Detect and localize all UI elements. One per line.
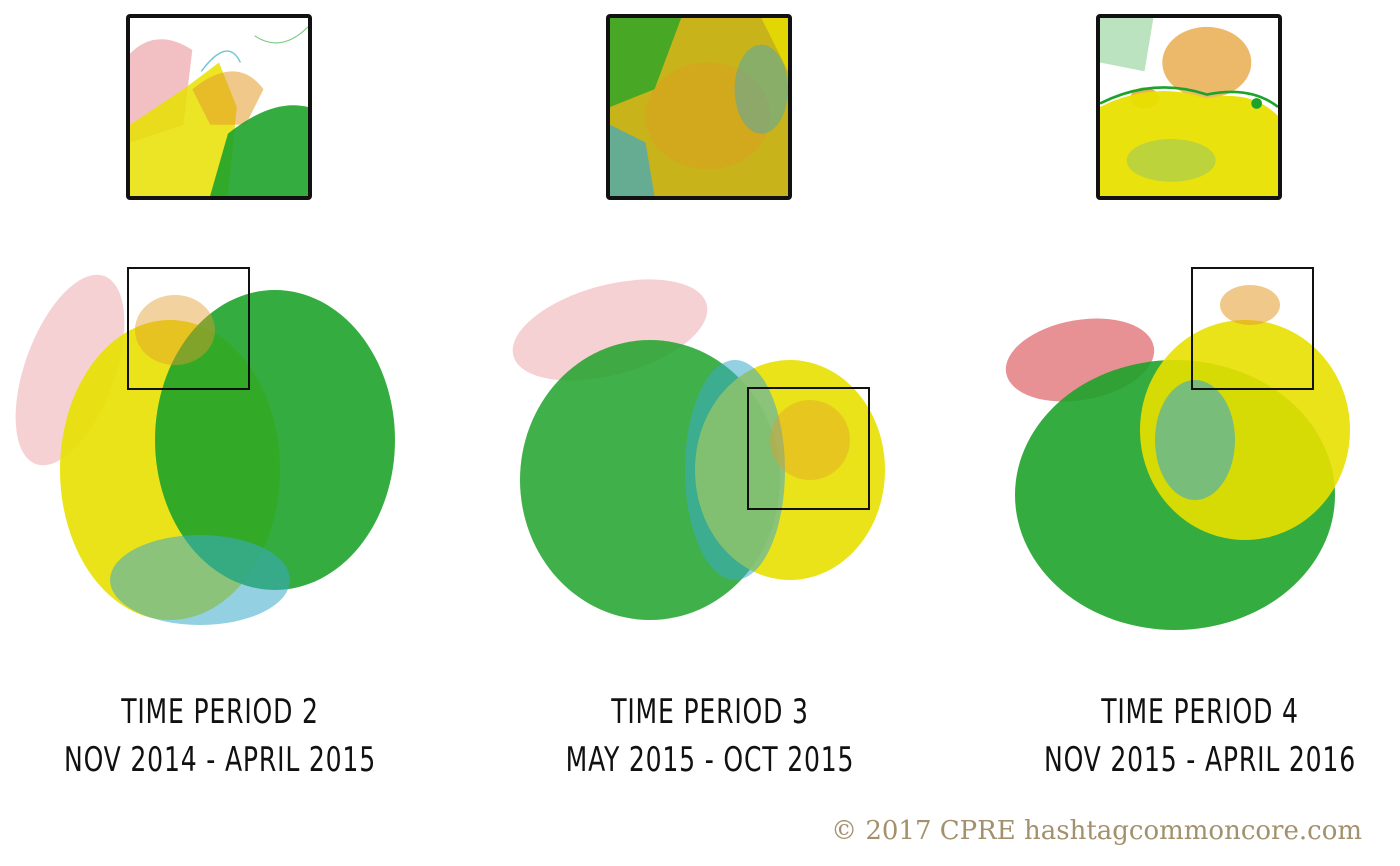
period-caption: TIME PERIOD 4 NOV 2015 - APRIL 2016	[1020, 688, 1381, 784]
copyright-notice: © 2017 CPRE hashtagcommoncore.com	[831, 816, 1362, 846]
period-dates: MAY 2015 - OCT 2015	[565, 740, 855, 780]
period-dates: NOV 2014 - APRIL 2015	[63, 740, 376, 780]
network-graph	[960, 240, 1400, 650]
inset-network-image	[610, 18, 788, 196]
zoom-inset	[1096, 14, 1282, 200]
panel-time-period-3: TIME PERIOD 3 MAY 2015 - OCT 2015	[480, 0, 940, 800]
network-graph	[500, 240, 940, 650]
network-graph-image	[1005, 267, 1350, 630]
network-graph-image	[15, 267, 395, 625]
period-title: TIME PERIOD 2	[121, 692, 319, 732]
inset-network-image	[130, 18, 308, 196]
zoom-region-box	[747, 387, 870, 510]
zoom-region-box	[127, 267, 250, 390]
zoom-region-box	[1191, 267, 1314, 390]
inset-network-image	[1100, 18, 1278, 196]
panel-time-period-2: TIME PERIOD 2 NOV 2014 - APRIL 2015	[0, 0, 440, 800]
zoom-inset	[126, 14, 312, 200]
network-graph	[0, 240, 440, 650]
network-graph-image	[512, 279, 885, 620]
period-title: TIME PERIOD 3	[611, 692, 809, 732]
period-caption: TIME PERIOD 2 NOV 2014 - APRIL 2015	[40, 688, 401, 784]
period-title: TIME PERIOD 4	[1101, 692, 1299, 732]
period-caption: TIME PERIOD 3 MAY 2015 - OCT 2015	[530, 688, 891, 784]
period-dates: NOV 2015 - APRIL 2016	[1043, 740, 1356, 780]
zoom-inset	[606, 14, 792, 200]
panel-time-period-4: TIME PERIOD 4 NOV 2015 - APRIL 2016	[960, 0, 1400, 800]
